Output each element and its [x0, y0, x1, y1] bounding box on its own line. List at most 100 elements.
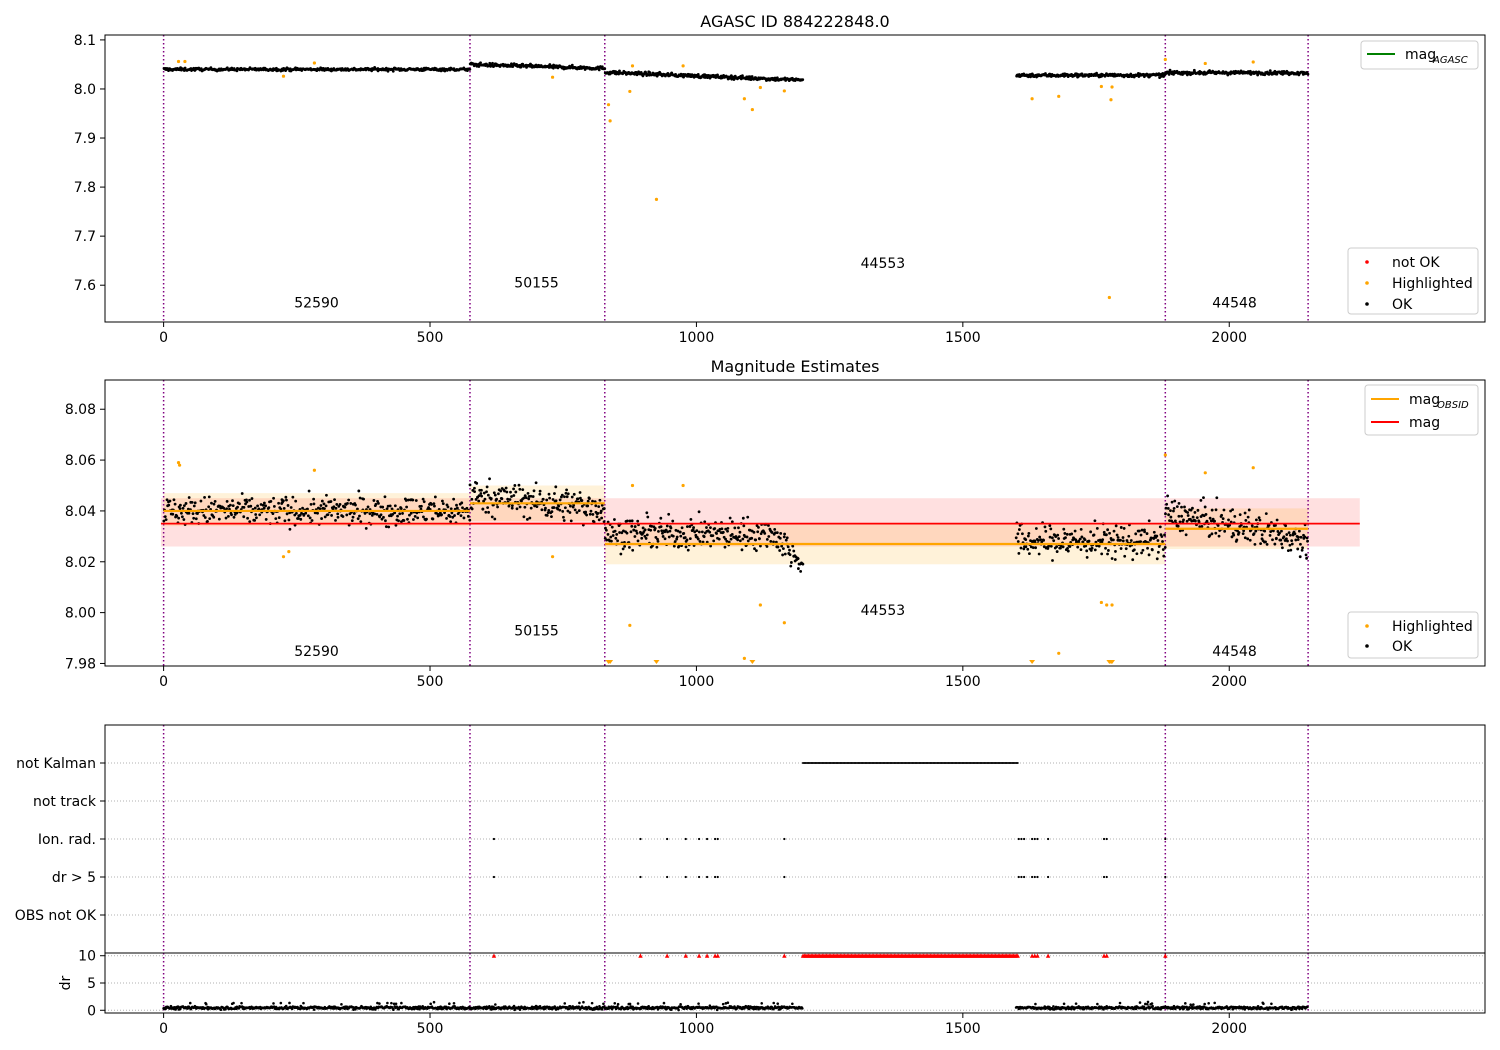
- ok-point: [679, 534, 683, 538]
- ok-point: [1077, 539, 1081, 543]
- ok-point: [1243, 511, 1247, 515]
- y-tick-label: 7.7: [74, 229, 96, 245]
- ok-point: [789, 564, 793, 568]
- ok-point: [190, 501, 194, 504]
- ok-point: [1271, 529, 1275, 533]
- ok-point: [1296, 535, 1300, 539]
- ok-point: [363, 511, 367, 515]
- ok-point: [1173, 499, 1177, 503]
- ok-point: [1284, 537, 1288, 541]
- ok-point: [1016, 540, 1020, 543]
- ok-point: [272, 505, 276, 508]
- ok-point: [685, 525, 689, 529]
- flag-point: [947, 762, 950, 764]
- category-label: not track: [33, 794, 97, 810]
- ok-point: [1066, 546, 1069, 550]
- ok-point: [698, 540, 702, 543]
- ok-point: [721, 530, 725, 534]
- dr-point: [602, 1002, 605, 1006]
- ok-point: [1264, 512, 1268, 516]
- ok-point: [563, 506, 567, 510]
- ok-point: [709, 544, 713, 548]
- ok-point: [298, 513, 302, 517]
- ok-point: [1175, 505, 1179, 508]
- flag-point: [871, 762, 874, 764]
- ok-point: [470, 507, 474, 511]
- ok-point: [229, 503, 232, 507]
- ok-point: [175, 514, 179, 518]
- x-tick-label: 1000: [679, 674, 715, 690]
- ok-point: [1296, 547, 1300, 551]
- ok-point: [713, 527, 717, 530]
- legend-label: mag: [1405, 47, 1436, 63]
- dr-point: [312, 1008, 316, 1011]
- ok-point: [401, 512, 404, 515]
- flag-point: [833, 762, 836, 764]
- ok-point: [1191, 515, 1195, 519]
- ok-point: [730, 520, 734, 524]
- flag-point: [933, 762, 936, 764]
- ok-point: [722, 535, 726, 539]
- ok-point: [319, 504, 323, 507]
- ok-point: [178, 507, 182, 511]
- ok-point: [182, 504, 186, 508]
- ok-point: [432, 502, 436, 506]
- ok-point: [1210, 508, 1214, 512]
- flag-point: [919, 762, 922, 764]
- flag-point: [940, 762, 943, 764]
- ok-point: [686, 548, 690, 552]
- highlighted-point: [1109, 98, 1113, 102]
- flag-point: [867, 762, 870, 764]
- ok-point: [522, 496, 526, 500]
- ok-point: [550, 515, 553, 519]
- ok-point: [1263, 529, 1267, 533]
- flag-point: [977, 762, 980, 764]
- flag-point: [864, 762, 867, 764]
- ok-point: [354, 503, 357, 507]
- ok-point: [405, 505, 409, 509]
- flag-point: [880, 762, 883, 764]
- ok-point: [480, 488, 483, 492]
- ok-point: [1208, 516, 1212, 520]
- ok-point: [1211, 517, 1215, 521]
- ok-point: [566, 509, 570, 513]
- ok-point: [246, 516, 249, 520]
- dr-point: [1262, 1002, 1265, 1006]
- ok-point: [783, 532, 787, 536]
- highlighted-point: [628, 89, 632, 94]
- ok-point: [726, 526, 730, 530]
- flag-point: [979, 762, 982, 764]
- x-tick-label: 0: [159, 1021, 168, 1037]
- ok-point: [1156, 550, 1160, 554]
- ok-point: [479, 492, 483, 495]
- ok-point: [1186, 514, 1190, 517]
- ok-point: [1131, 558, 1135, 562]
- ok-point: [680, 526, 684, 530]
- ok-point: [1191, 506, 1194, 510]
- flag-point: [1164, 837, 1167, 841]
- ok-point: [1051, 559, 1054, 562]
- flag-point: [987, 762, 990, 764]
- flag-point: [639, 875, 642, 879]
- flag-point: [847, 762, 850, 764]
- ok-point: [199, 499, 203, 503]
- dr-point: [232, 1001, 235, 1005]
- ok-point: [203, 516, 207, 519]
- flag-point: [1031, 837, 1034, 841]
- x-tick-label: 1000: [679, 1021, 715, 1037]
- ok-point: [1114, 524, 1118, 528]
- ok-point: [230, 513, 233, 517]
- ok-point: [597, 68, 601, 72]
- ok-point: [1026, 547, 1030, 551]
- ok-point: [441, 499, 444, 503]
- ok-point: [1259, 542, 1262, 545]
- ok-point: [1237, 531, 1241, 534]
- ok-point: [165, 498, 169, 502]
- flag-point: [832, 762, 835, 764]
- ok-point: [203, 495, 206, 499]
- ok-point: [561, 509, 565, 513]
- ok-point: [565, 488, 568, 492]
- flag-point: [886, 762, 889, 764]
- ok-point: [668, 529, 672, 533]
